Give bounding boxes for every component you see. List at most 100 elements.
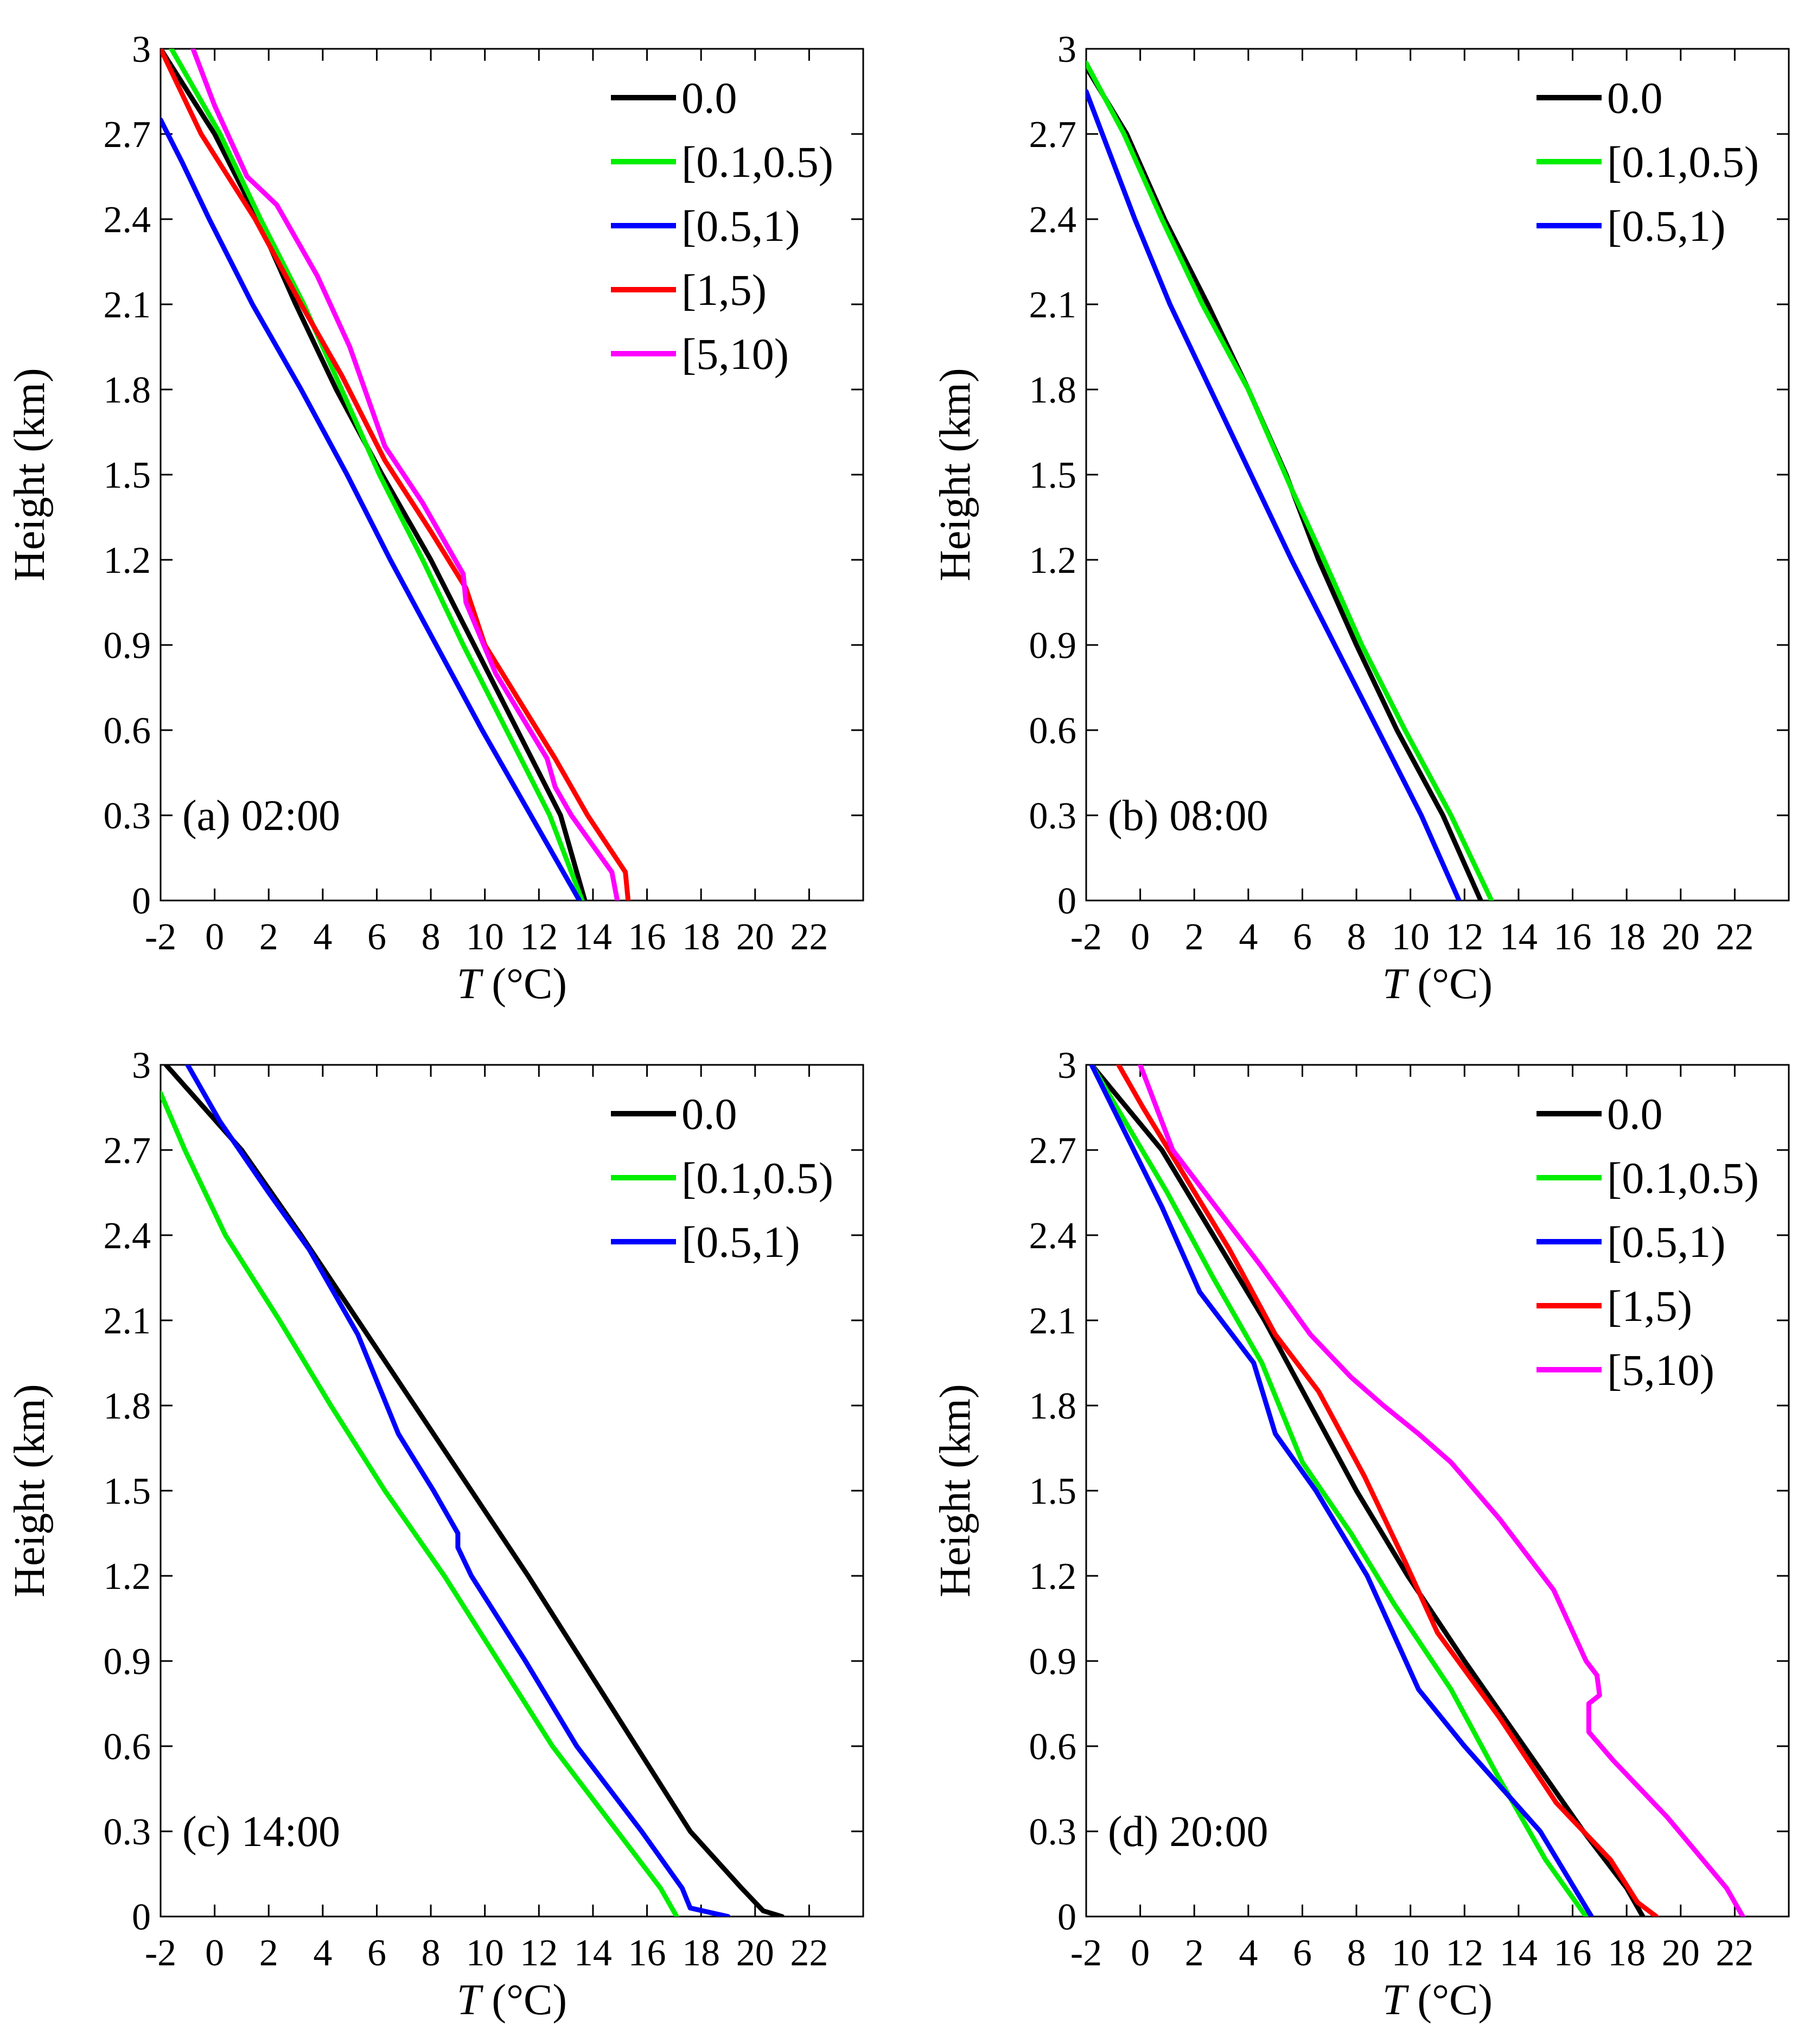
x-tick-label: 20 xyxy=(1662,916,1700,958)
y-tick-label: 0.9 xyxy=(104,1641,151,1683)
x-tick-label: 16 xyxy=(628,916,666,958)
y-tick-label: 2.7 xyxy=(104,114,151,156)
x-tick-label: 0 xyxy=(1131,1932,1150,1974)
y-axis-title: Height (km) xyxy=(932,1384,979,1597)
series-line-2 xyxy=(1089,1065,1594,1917)
x-tick-label: 14 xyxy=(1500,916,1538,958)
x-tick-label: 2 xyxy=(259,916,278,958)
legend-label: [1,5) xyxy=(1607,1281,1692,1331)
series-line-2 xyxy=(1086,89,1462,900)
y-tick-label: 1.8 xyxy=(104,1385,151,1427)
y-tick-label: 1.2 xyxy=(1029,540,1077,582)
legend-label: [1,5) xyxy=(681,265,767,315)
y-tick-label: 0.6 xyxy=(1029,1726,1077,1768)
x-tick-label: 16 xyxy=(1554,916,1592,958)
legend-label: 0.0 xyxy=(1607,1089,1663,1139)
y-tick-label: 0.6 xyxy=(104,1726,151,1768)
series-line-4 xyxy=(1138,1065,1745,1917)
y-tick-label: 2.1 xyxy=(104,284,151,326)
x-axis-title: T (°C) xyxy=(457,1976,567,2024)
x-tick-label: 6 xyxy=(367,1932,386,1974)
y-tick-label: 2.7 xyxy=(104,1130,151,1172)
y-tick-label: 2.1 xyxy=(1029,1300,1077,1342)
y-tick-label: 2.4 xyxy=(1029,1215,1077,1257)
x-tick-label: 8 xyxy=(422,1932,441,1974)
x-tick-label: 12 xyxy=(520,916,558,958)
x-axis-title-unit: (°C) xyxy=(481,1976,567,2024)
x-axis-title: T (°C) xyxy=(457,960,567,1008)
y-tick-label: 0 xyxy=(1057,880,1076,922)
y-tick-label: 0.6 xyxy=(1029,710,1077,752)
x-tick-label: 0 xyxy=(205,1932,224,1974)
x-axis-title: T (°C) xyxy=(1382,1976,1493,2024)
x-axis-title-symbol: T xyxy=(1382,960,1410,1008)
x-tick-label: 6 xyxy=(1293,916,1312,958)
x-axis-title-unit: (°C) xyxy=(481,960,567,1008)
x-tick-label: 4 xyxy=(1239,1932,1258,1974)
y-axis-title: Height (km) xyxy=(6,1384,54,1597)
panel-c: -2 0 2 4 6 8 10 12 14 16 18 20 2200.30.60.91.21.51.8… xyxy=(6,1045,864,2024)
legend-label: [0.5,1) xyxy=(1607,1217,1726,1267)
x-tick-label: 6 xyxy=(367,916,386,958)
x-axis-title-unit: (°C) xyxy=(1406,960,1493,1008)
x-tick-label: 18 xyxy=(1608,1932,1646,1974)
y-tick-label: 0.3 xyxy=(1029,1811,1077,1853)
series-line-0 xyxy=(1086,69,1483,900)
panel-label: (d) 20:00 xyxy=(1108,1808,1268,1856)
y-tick-label: 0 xyxy=(132,1896,151,1938)
x-axis-title: T (°C) xyxy=(1382,960,1493,1008)
y-tick-label: 0.9 xyxy=(1029,625,1077,667)
y-tick-label: 0.3 xyxy=(1029,795,1077,837)
legend-label: 0.0 xyxy=(681,73,737,123)
y-tick-label: 0 xyxy=(1057,1896,1076,1938)
y-tick-label: 1.2 xyxy=(1029,1556,1077,1598)
x-tick-label: -2 xyxy=(1070,916,1102,958)
x-axis-title-symbol: T xyxy=(1382,1976,1410,2024)
y-tick-label: 1.5 xyxy=(1029,455,1077,496)
series-line-3 xyxy=(161,49,631,900)
x-tick-label: -2 xyxy=(145,1932,176,1974)
y-tick-label: 3 xyxy=(132,1045,151,1087)
series-line-1 xyxy=(1089,1065,1589,1917)
x-tick-label: 16 xyxy=(628,1932,666,1974)
y-tick-label: 1.5 xyxy=(104,1471,151,1512)
y-tick-label: 2.4 xyxy=(1029,199,1077,241)
legend-label: [0.1,0.5) xyxy=(1607,1153,1759,1203)
y-tick-label: 0.3 xyxy=(104,795,151,837)
series-line-1 xyxy=(161,1090,679,1917)
y-tick-label: 1.5 xyxy=(104,455,151,496)
y-tick-label: 0.9 xyxy=(1029,1641,1077,1683)
x-tick-label: 22 xyxy=(790,916,828,958)
y-axis-title: Height (km) xyxy=(6,368,54,581)
legend-label: [0.5,1) xyxy=(681,201,800,251)
x-tick-label: 18 xyxy=(682,1932,720,1974)
x-tick-label: -2 xyxy=(145,916,176,958)
x-tick-label: 20 xyxy=(1662,1932,1700,1974)
y-tick-label: 2.7 xyxy=(1029,114,1077,156)
x-tick-label: 2 xyxy=(259,1932,278,1974)
x-tick-label: 4 xyxy=(1239,916,1258,958)
panel-d: -2 0 2 4 6 8 10 12 14 16 18 20 2200.30.60.91.21.51.8… xyxy=(932,1045,1790,2024)
y-tick-label: 0.9 xyxy=(104,625,151,667)
y-tick-label: 1.5 xyxy=(1029,1471,1077,1512)
series-line-2 xyxy=(161,117,582,900)
x-axis-title-unit: (°C) xyxy=(1406,1976,1493,2024)
legend-label: [0.5,1) xyxy=(681,1217,800,1267)
x-tick-label: 22 xyxy=(790,1932,828,1974)
y-tick-label: 1.8 xyxy=(1029,1385,1077,1427)
y-tick-label: 3 xyxy=(1057,29,1076,71)
x-tick-label: 10 xyxy=(466,916,504,958)
x-tick-label: -2 xyxy=(1070,1932,1102,1974)
legend-label: [5,10) xyxy=(1607,1345,1714,1395)
y-tick-label: 1.2 xyxy=(104,1556,151,1598)
x-tick-label: 12 xyxy=(1445,1932,1483,1974)
legend-label: [5,10) xyxy=(681,329,789,379)
y-tick-label: 0.3 xyxy=(104,1811,151,1853)
x-axis-title-symbol: T xyxy=(457,960,484,1008)
y-tick-label: 3 xyxy=(1057,1045,1076,1087)
series-line-2 xyxy=(185,1065,731,1917)
y-tick-label: 2.1 xyxy=(104,1300,151,1342)
x-tick-label: 18 xyxy=(1608,916,1646,958)
legend-label: 0.0 xyxy=(681,1089,737,1139)
